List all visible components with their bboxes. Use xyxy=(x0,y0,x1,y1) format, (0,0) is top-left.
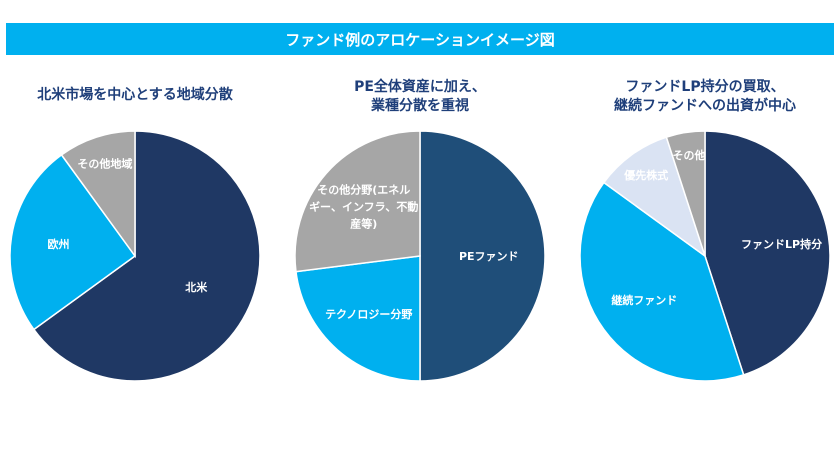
pie-slice xyxy=(704,130,831,376)
chart-title-region: 北米市場を中心とする地域分散 xyxy=(0,86,275,105)
slice-label-line: ギー、インフラ、不動 xyxy=(309,199,418,213)
slice-label: PEファンド xyxy=(459,250,519,263)
slice-label: その他分野(エネルギー、インフラ、不動産等) xyxy=(309,182,418,230)
chart-title-line: ファンドLP持分の買取、 xyxy=(625,79,785,95)
pie-slice xyxy=(295,255,421,382)
slice-label-line: その他分野(エネル xyxy=(317,182,410,196)
slice-label-line: 北米 xyxy=(185,280,208,294)
pie-slice xyxy=(665,130,706,257)
chart-title-line: 継続ファンドへの出資が中心 xyxy=(614,98,796,114)
pie-slice xyxy=(602,136,707,258)
slice-label: 優先株式 xyxy=(623,168,668,182)
slice-label-line: 継続ファンド xyxy=(611,293,677,307)
title-banner: ファンド例のアロケーションイメージ図 xyxy=(6,23,834,55)
slice-label-line: PEファンド xyxy=(459,250,519,263)
slice-label: テクノロジー分野 xyxy=(325,307,412,321)
pie-slice xyxy=(579,181,745,382)
slice-label: 欧州 xyxy=(47,237,69,251)
slice-label-line: テクノロジー分野 xyxy=(325,307,412,321)
pie-slice xyxy=(294,130,421,273)
slice-label-line: その他地域 xyxy=(77,156,132,170)
pie-slice xyxy=(9,153,137,331)
chart-title-line: PE全体資産に加え、 xyxy=(354,79,486,95)
chart-title-line: 北米市場を中心とする地域分散 xyxy=(37,87,233,103)
slice-label-line: ファンドLP持分 xyxy=(741,237,822,251)
banner-title: ファンド例のアロケーションイメージ図 xyxy=(285,30,555,49)
slice-label: ファンドLP持分 xyxy=(741,237,822,251)
pie-slice xyxy=(32,130,261,382)
slice-label-line: 優先株式 xyxy=(623,168,668,182)
slice-label-line: 欧州 xyxy=(47,237,69,251)
chart-title-line: 業種分散を重視 xyxy=(371,98,469,114)
pie-slice xyxy=(60,130,136,259)
slice-label-line: その他 xyxy=(672,148,705,162)
slice-label: 北米 xyxy=(185,280,208,294)
slice-label: その他地域 xyxy=(77,156,132,170)
pie-slice xyxy=(419,130,546,382)
slice-label: 継続ファンド xyxy=(611,293,677,307)
slice-label: その他 xyxy=(672,148,705,162)
pie-chart-0: 北米 欧州 その他地域 xyxy=(9,130,261,382)
chart-title-industry: PE全体資産に加え、 業種分散を重視 xyxy=(280,78,560,116)
chart-title-strategy: ファンドLP持分の買取、 継続ファンドへの出資が中心 xyxy=(565,78,840,116)
slice-label-line: 産等) xyxy=(350,216,377,230)
